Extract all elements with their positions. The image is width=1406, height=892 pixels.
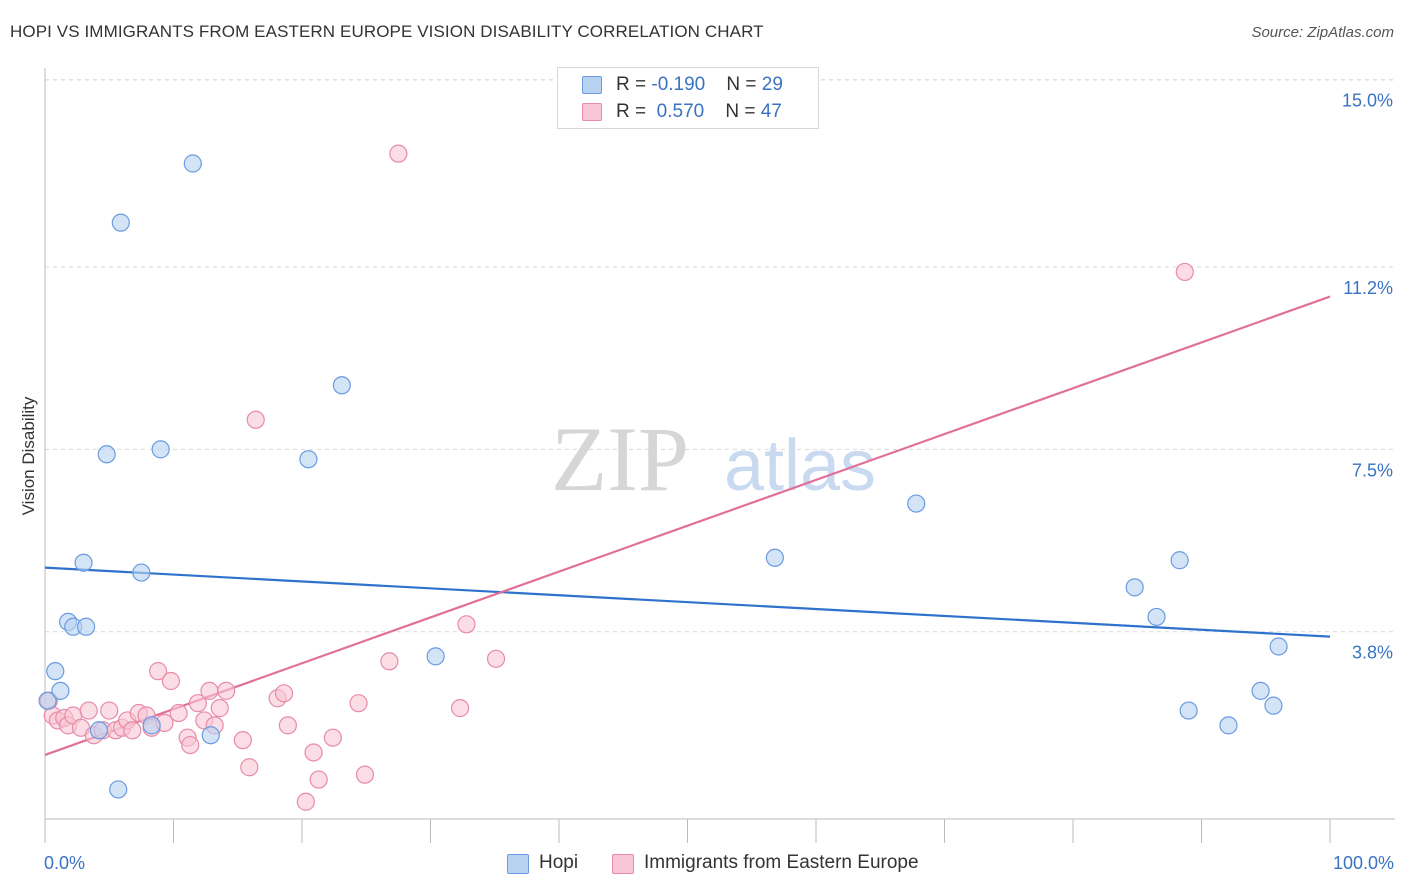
immigrants-point — [217, 681, 236, 700]
hopi-point — [201, 726, 220, 745]
immigrants-point — [323, 728, 342, 747]
hopi-point — [77, 617, 96, 636]
hopi-point — [332, 376, 351, 395]
hopi-point — [38, 691, 57, 710]
series-legend: Hopi Immigrants from Eastern Europe — [0, 852, 1406, 878]
immigrants-point — [304, 743, 323, 762]
hopi-trend-line — [44, 566, 1331, 638]
immigrants-point — [450, 699, 470, 718]
watermark-atlas: atlas — [724, 426, 876, 506]
hopi-point — [907, 494, 926, 513]
data-points — [38, 144, 1288, 811]
n-label: N = — [726, 74, 762, 95]
immigrants-point — [123, 721, 142, 740]
source-credit: Source: ZipAtlas.com — [1251, 24, 1394, 41]
immigrants-trend-line — [44, 295, 1331, 756]
watermark: ZIP atlas — [551, 408, 876, 510]
hopi-point — [765, 548, 784, 567]
immigrants-point — [169, 703, 188, 723]
y-tick-labels: 3.8% 7.5% 11.2% 15.0% — [1342, 91, 1393, 663]
trend-lines — [44, 295, 1331, 756]
immigrants-point — [200, 681, 219, 700]
y-axis-label: Vision Disability — [19, 396, 38, 515]
immigrants-point — [349, 694, 368, 713]
r-value: 0.570 — [651, 101, 705, 122]
n-value: 29 — [761, 74, 783, 95]
immigrants-point — [274, 684, 294, 703]
immigrants-point — [278, 716, 297, 735]
stats-legend: R = -0.190 N = 29 R = 0.570 N = 47 — [557, 67, 819, 129]
hopi-point — [132, 563, 151, 582]
immigrants-point — [309, 770, 328, 789]
immigrants-point — [233, 731, 252, 750]
immigrants-point — [457, 615, 476, 634]
y-tick-label: 15.0% — [1342, 91, 1393, 111]
hopi-point — [1251, 681, 1270, 700]
immigrants-point — [188, 694, 208, 713]
hopi-point — [89, 721, 109, 740]
hopi-point — [1219, 716, 1238, 735]
hopi-point — [1147, 607, 1166, 627]
hopi-swatch — [582, 76, 602, 94]
hopi-point — [46, 662, 65, 681]
immigrants-point — [161, 671, 181, 691]
hopi-swatch — [507, 854, 529, 874]
hopi-point — [1269, 637, 1288, 656]
immigrants-point — [181, 735, 200, 755]
hopi-point — [109, 780, 128, 799]
hopi-point — [1179, 701, 1198, 720]
n-value: 47 — [760, 101, 782, 122]
immigrants-swatch — [612, 854, 634, 874]
hopi-point — [74, 553, 93, 572]
hopi-point — [183, 154, 202, 173]
immigrants-point — [1175, 262, 1194, 282]
legend-label-hopi: Hopi — [539, 852, 579, 873]
immigrants-point — [355, 765, 375, 784]
hopi-point — [111, 213, 130, 232]
immigrants-point — [100, 701, 119, 720]
legend-label-immigrants: Immigrants from Eastern Europe — [644, 852, 919, 873]
chart-title: HOPI VS IMMIGRANTS FROM EASTERN EUROPE V… — [10, 22, 764, 41]
hopi-point — [1264, 696, 1283, 715]
y-tick-label: 3.8% — [1352, 643, 1393, 663]
hopi-point — [151, 440, 170, 459]
hopi-point — [426, 647, 445, 666]
hopi-point — [299, 450, 318, 469]
immigrants-point — [296, 792, 315, 811]
immigrants-point — [79, 701, 98, 720]
hopi-point — [1170, 551, 1189, 570]
r-label: R = — [616, 101, 652, 122]
immigrants-point — [210, 699, 229, 718]
n-label: N = — [725, 101, 761, 122]
immigrants-point — [389, 144, 408, 163]
gridlines — [45, 79, 1395, 633]
axes — [44, 68, 1395, 843]
immigrants-point — [486, 649, 506, 668]
hopi-point — [1125, 578, 1144, 597]
x-axis-max-label: 100.0% — [1332, 853, 1394, 873]
hopi-point — [97, 445, 116, 464]
y-tick-label: 7.5% — [1352, 460, 1393, 480]
watermark-zip: ZIP — [551, 408, 689, 510]
r-value: -0.190 — [651, 74, 706, 95]
hopi-point — [142, 716, 161, 735]
immigrants-swatch — [582, 103, 602, 121]
immigrants-point — [380, 652, 399, 671]
hopi-point — [51, 681, 70, 700]
r-label: R = — [616, 74, 652, 95]
immigrants-point — [246, 410, 265, 429]
y-tick-label: 11.2% — [1343, 278, 1393, 298]
immigrants-point — [148, 662, 168, 681]
x-axis-min-label: 0.0% — [44, 853, 86, 873]
immigrants-point — [240, 758, 259, 777]
